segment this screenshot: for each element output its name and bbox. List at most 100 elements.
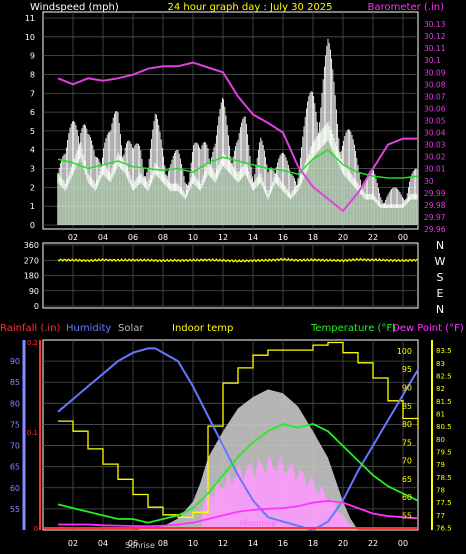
wind-x-tick: 04 [98, 233, 108, 242]
wind-y-tick: 3 [30, 165, 35, 174]
temperature-y-tick: 70 [402, 457, 412, 466]
temperature-y-tick: 60 [402, 493, 412, 502]
temperature-y-tick: 55 [402, 511, 412, 520]
direction-y-tick: 0 [34, 302, 39, 311]
rain-y-tick: 0.2 [27, 339, 38, 347]
compass-w: W [435, 255, 446, 268]
bottom-x-ticks: 02 04 06 08 10 12 14 16 18 20 22 00 [68, 539, 408, 548]
direction-line-group [57, 257, 419, 263]
wind-y-tick: 9 [30, 52, 35, 61]
indoor-y-tick: 79.5 [436, 448, 452, 456]
barometer-y-tick: 30.09 [424, 68, 446, 77]
wind-y-tick: 4 [30, 146, 35, 155]
wind-speed-bars [57, 38, 419, 209]
wind-y-tick: 11 [25, 14, 35, 23]
indoor-y-tick: 78.5 [436, 474, 452, 482]
wind-x-tick: 22 [368, 233, 378, 242]
wind-panel-lines [57, 61, 419, 213]
wind-y-tick: 7 [30, 89, 35, 98]
indoor-y-tick: 80 [436, 436, 445, 444]
wind-x-tick: 20 [338, 233, 348, 242]
wind-x-tick: 00 [398, 233, 408, 242]
bottom-x-tick: 22 [368, 539, 378, 548]
indoor-y-tick: 83.5 [436, 347, 452, 355]
humidity-y-tick: 65 [10, 463, 20, 472]
wind-x-tick: 12 [218, 233, 228, 242]
rain-y-tick: 0 [34, 525, 38, 533]
barometer-y-tick: 30.01 [424, 165, 446, 174]
average-wind-line [57, 148, 419, 179]
barometer-y-tick: 30.13 [424, 20, 446, 29]
wind-direction-panel: 0 90 180 270 360 N W S E N [24, 239, 446, 316]
sunrise-label: Sunrise [125, 541, 155, 550]
bottom-x-tick: 02 [68, 539, 78, 548]
compass-s: S [437, 271, 444, 284]
direction-y-tick: 90 [29, 287, 39, 296]
legend-indoor: Indoor temp [172, 323, 233, 334]
temperature-y-tick: 75 [402, 438, 412, 447]
indoor-y-tick: 81.5 [436, 398, 452, 406]
bottom-x-tick: 10 [188, 539, 198, 548]
bottom-x-tick: 14 [248, 539, 258, 548]
barometer-y-tick: 30.02 [424, 153, 446, 162]
temperature-y-tick: 90 [402, 384, 412, 393]
temperature-line [57, 423, 419, 524]
bottom-x-tick: 16 [278, 539, 288, 548]
barometer-y-tick: 30.03 [424, 141, 446, 150]
humidity-y-tick: 60 [10, 484, 20, 493]
humidity-y-tick: 90 [10, 357, 20, 366]
indoor-y-tick: 78 [436, 486, 445, 494]
wind-x-tick: 18 [308, 233, 318, 242]
bottom-x-tick: 18 [308, 539, 318, 548]
temperature-humidity-panel: 55 60 65 70 75 80 85 90 0 0.1 0.2 55 60 65 70 75 80 85 90 9… [0, 323, 464, 550]
barometer-line [57, 61, 418, 213]
temperature-y-tick: 100 [397, 347, 412, 356]
solar-area [58, 389, 418, 530]
barometer-y-tick: 30.11 [424, 44, 446, 53]
bottom-x-tick: 20 [338, 539, 348, 548]
wind-x-ticks: 02 04 06 08 10 12 14 16 18 20 22 00 [68, 233, 408, 242]
indoor-y-tick: 76.5 [436, 524, 452, 532]
wind-y-tick: 6 [30, 108, 35, 117]
direction-y-tick: 360 [24, 241, 39, 250]
wind-y-tick: 1 [30, 202, 35, 211]
bottom-axis-lines [22, 340, 433, 530]
wind-y-tick: 2 [30, 183, 35, 192]
wind-x-tick: 10 [188, 233, 198, 242]
humidity-y-tick: 85 [10, 378, 20, 387]
indoor-y-tick: 80.5 [436, 423, 452, 431]
bottom-y-ticks: 55 60 65 70 75 80 85 90 0 0.1 0.2 55 60 65 70 75 80 85 90 9… [10, 339, 452, 533]
bottom-x-tick: 04 [98, 539, 108, 548]
barometer-y-tick: 30.08 [424, 80, 446, 89]
wind-x-tick: 02 [68, 233, 78, 242]
indoor-y-tick: 82.5 [436, 372, 452, 380]
indoor-y-tick: 79 [436, 461, 445, 469]
barometer-y-ticks: 29.96 29.97 29.98 29.99 30 30.01 30.02 30.03 30.… [424, 20, 446, 234]
barometer-y-tick: 29.99 [424, 189, 446, 198]
humidity-line [57, 347, 419, 532]
legend-rainfall: Rainfall (.in) [0, 323, 61, 334]
dew-point-line [58, 499, 419, 528]
barometer-y-tick: 30.05 [424, 117, 446, 126]
humidity-y-tick: 75 [10, 420, 20, 429]
temperature-y-tick: 65 [402, 475, 412, 484]
direction-y-ticks: 0 90 180 270 360 [24, 241, 39, 311]
barometer-y-tick: 30.04 [424, 129, 446, 138]
temperature-y-tick: 85 [402, 402, 412, 411]
indoor-y-tick: 81 [436, 410, 445, 418]
wind-direction-line [57, 257, 419, 263]
wind-x-tick: 06 [128, 233, 138, 242]
humidity-y-tick: 70 [10, 442, 20, 451]
humidity-y-tick: 80 [10, 399, 20, 408]
direction-y-tick: 270 [24, 256, 39, 265]
legend-humidity: Humidity [66, 323, 111, 334]
barometer-y-tick: 30.1 [424, 56, 441, 65]
bottom-x-tick: 08 [158, 539, 168, 548]
indoor-y-tick: 82 [436, 385, 445, 393]
bottom-x-tick: 06 [128, 539, 138, 548]
humidity-y-tick: 55 [10, 505, 20, 514]
wind-x-tick: 08 [158, 233, 168, 242]
bottom-panel-lines [43, 341, 419, 532]
indoor-y-tick: 77 [436, 512, 445, 520]
